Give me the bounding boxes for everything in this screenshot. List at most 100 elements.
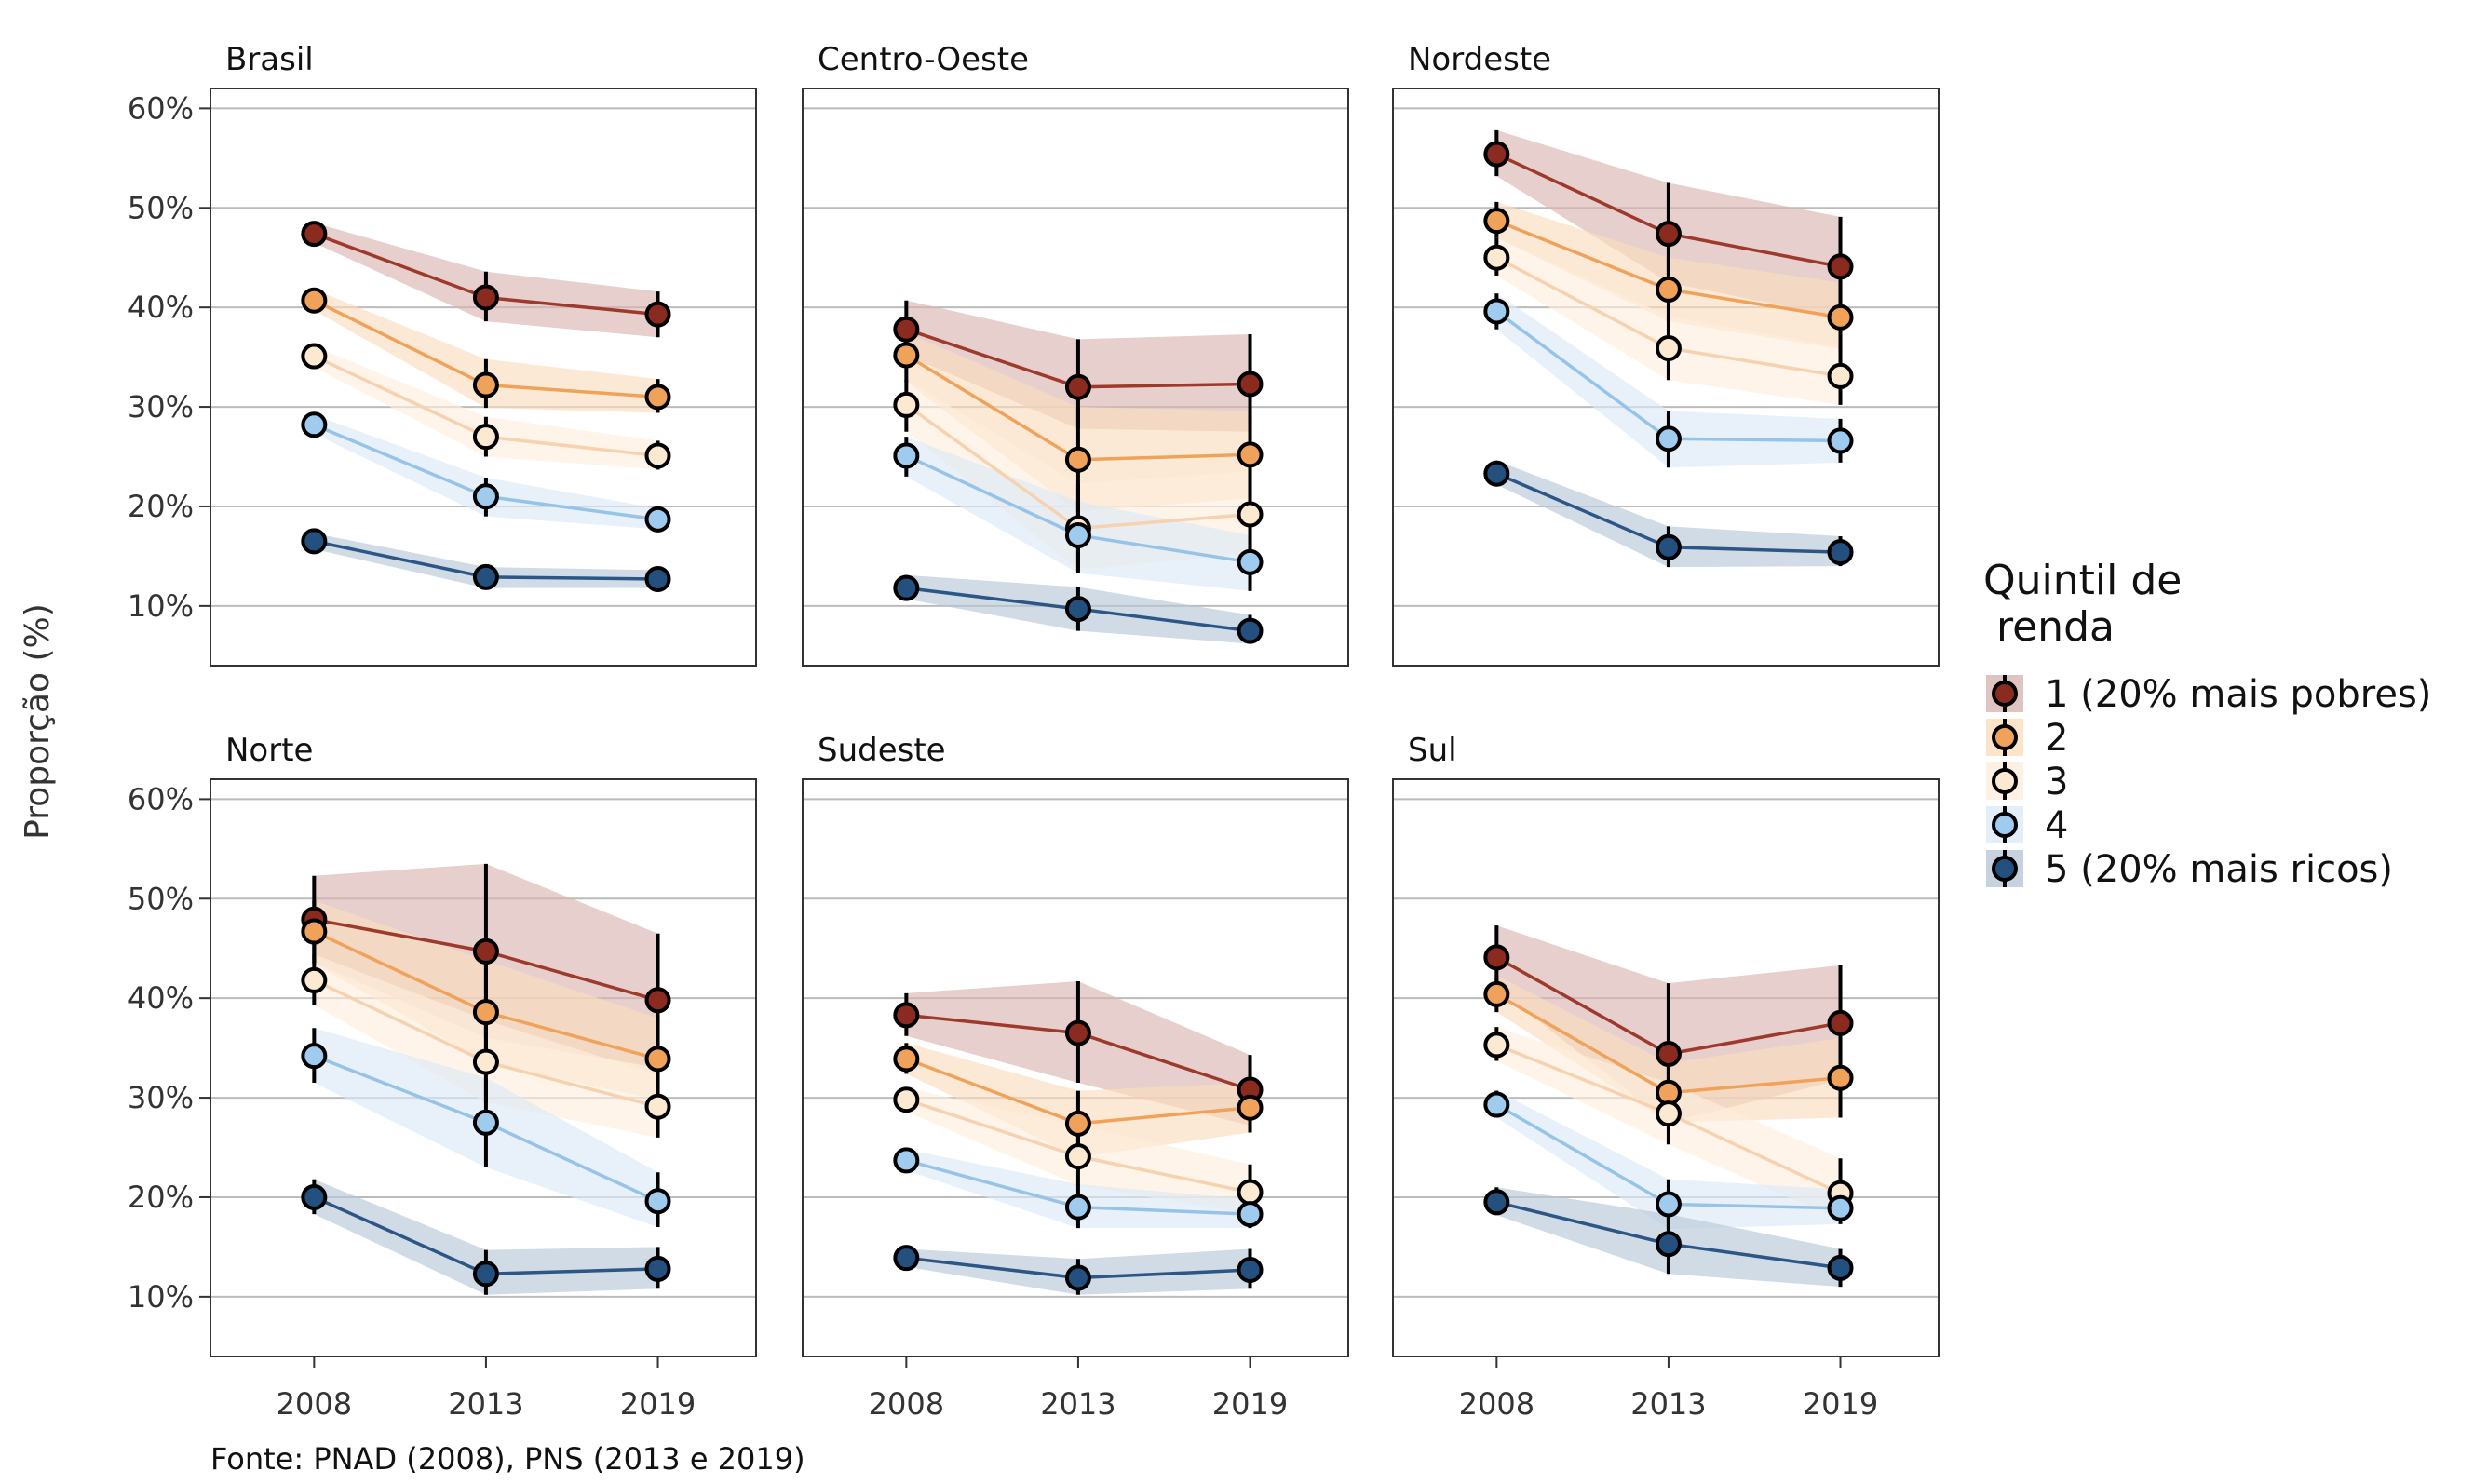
y-tick-label: 40% bbox=[128, 290, 194, 325]
point-q5 bbox=[644, 566, 671, 592]
point-q2 bbox=[644, 1046, 671, 1073]
point-q2 bbox=[893, 342, 920, 369]
y-tick-label: 30% bbox=[128, 389, 194, 425]
point-q1 bbox=[644, 987, 671, 1014]
legend-label: 1 (20% mais pobres) bbox=[2045, 673, 2431, 716]
point-q4 bbox=[1237, 1201, 1264, 1228]
panel-frame bbox=[210, 778, 757, 1357]
y-tick-label: 60% bbox=[128, 781, 194, 816]
legend-point bbox=[1992, 724, 2018, 750]
point-q2 bbox=[1064, 1110, 1091, 1137]
legend-point bbox=[1992, 856, 2018, 882]
point-q3 bbox=[1655, 335, 1682, 361]
legend-label: 5 (20% mais ricos) bbox=[2045, 848, 2393, 891]
y-tick-label: 50% bbox=[128, 881, 194, 916]
point-q4 bbox=[1827, 1194, 1854, 1221]
point-q3 bbox=[893, 1086, 920, 1113]
point-q2 bbox=[472, 371, 499, 398]
panel-frame bbox=[1392, 778, 1940, 1357]
point-q3 bbox=[1237, 501, 1264, 528]
panel-title: Sul bbox=[1408, 732, 1457, 769]
panel-title: Centro-Oeste bbox=[818, 41, 1029, 78]
point-q1 bbox=[1655, 221, 1682, 248]
y-tick-label: 40% bbox=[128, 980, 194, 1016]
panel-title: Brasil bbox=[225, 41, 314, 78]
point-q3 bbox=[644, 1093, 671, 1120]
x-tick-label: 2013 bbox=[448, 1386, 523, 1422]
point-q1 bbox=[472, 284, 499, 311]
panel-frame bbox=[210, 88, 757, 667]
panel-brasil: Brasil 10% 20% 30% 40% 50% 60% bbox=[128, 41, 757, 667]
point-q1 bbox=[1827, 253, 1854, 280]
x-tick-label: 2019 bbox=[1803, 1386, 1878, 1422]
point-q3 bbox=[644, 442, 671, 469]
point-q1 bbox=[301, 221, 328, 248]
point-q2 bbox=[1064, 446, 1091, 473]
y-axis-title: Proporção (%) bbox=[19, 603, 57, 840]
point-q1 bbox=[1064, 1019, 1091, 1046]
point-q2 bbox=[1827, 1064, 1854, 1091]
point-q2 bbox=[1655, 1079, 1682, 1106]
ci-band-q4 bbox=[1496, 293, 1841, 468]
y-tick-label: 20% bbox=[128, 489, 194, 524]
point-q5 bbox=[1827, 539, 1854, 566]
point-q2 bbox=[1827, 304, 1854, 331]
panel-nordeste: Nordeste bbox=[1392, 41, 1940, 667]
ci-band-q3 bbox=[314, 345, 658, 470]
panel-frame bbox=[802, 88, 1349, 667]
point-q1 bbox=[1483, 944, 1510, 971]
point-q5 bbox=[1237, 617, 1264, 644]
panel-frame bbox=[1392, 88, 1940, 667]
panel-title: Norte bbox=[225, 732, 313, 769]
x-tick-label: 2008 bbox=[869, 1386, 944, 1422]
point-q4 bbox=[472, 1109, 499, 1136]
legend: Quintil de renda 1 (20% mais pobres)2345… bbox=[1983, 557, 2431, 891]
point-q3 bbox=[472, 424, 499, 451]
point-q2 bbox=[1483, 980, 1510, 1007]
point-q1 bbox=[644, 301, 671, 328]
point-q1 bbox=[1655, 1041, 1682, 1068]
point-q5 bbox=[1483, 460, 1510, 487]
panel-sudeste: Sudeste 2008 2013 2019 bbox=[802, 732, 1349, 1422]
point-q4 bbox=[301, 411, 328, 438]
point-q3 bbox=[1827, 362, 1854, 389]
point-q3 bbox=[301, 966, 328, 993]
point-q4 bbox=[1827, 427, 1854, 454]
point-q1 bbox=[1064, 373, 1091, 400]
ci-band-q5 bbox=[314, 533, 658, 588]
point-q4 bbox=[1655, 1191, 1682, 1218]
legend-point bbox=[1992, 812, 2018, 838]
x-tick-label: 2008 bbox=[277, 1386, 352, 1422]
y-tick-label: 10% bbox=[128, 1279, 194, 1315]
point-q5 bbox=[1237, 1257, 1264, 1283]
point-q5 bbox=[1064, 596, 1091, 623]
point-q5 bbox=[644, 1255, 671, 1282]
point-q3 bbox=[1483, 244, 1510, 271]
ci-band-q5 bbox=[1496, 460, 1841, 568]
ci-band-q4 bbox=[314, 414, 658, 530]
panels: Brasil 10% 20% 30% 40% 50% 60% Centro-Oeste Nord… bbox=[128, 41, 1940, 1422]
point-q3 bbox=[1483, 1032, 1510, 1059]
point-q4 bbox=[1655, 425, 1682, 452]
point-q5 bbox=[1064, 1264, 1091, 1291]
point-q1 bbox=[893, 316, 920, 343]
point-q5 bbox=[1827, 1254, 1854, 1281]
panel-title: Nordeste bbox=[1408, 41, 1551, 78]
point-q3 bbox=[1237, 1179, 1264, 1206]
point-q2 bbox=[893, 1046, 920, 1073]
panel-title: Sudeste bbox=[818, 732, 946, 769]
x-tick-label: 2008 bbox=[1459, 1386, 1534, 1422]
ci-band-q5 bbox=[314, 1179, 658, 1295]
legend-label: 4 bbox=[2045, 804, 2068, 847]
point-q4 bbox=[1237, 548, 1264, 575]
point-q2 bbox=[1237, 1094, 1264, 1121]
point-q4 bbox=[1483, 1091, 1510, 1118]
point-q1 bbox=[1483, 141, 1510, 168]
point-q4 bbox=[893, 442, 920, 469]
point-q3 bbox=[893, 391, 920, 418]
panel-sul: Sul 2008 2013 2019 bbox=[1392, 732, 1940, 1422]
point-q5 bbox=[1655, 1231, 1682, 1258]
point-q5 bbox=[893, 1245, 920, 1272]
y-tick-label: 20% bbox=[128, 1180, 194, 1215]
point-q5 bbox=[1483, 1189, 1510, 1216]
